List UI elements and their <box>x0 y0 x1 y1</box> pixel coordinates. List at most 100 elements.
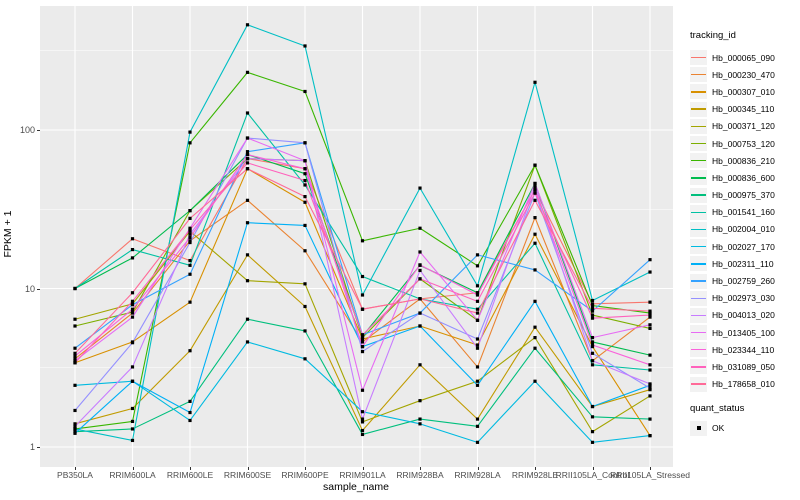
series-line-key-icon <box>690 153 707 169</box>
data-point <box>245 157 250 161</box>
data-point <box>245 167 250 171</box>
data-point <box>418 311 422 315</box>
legend-item-label: Hb_000836_600 <box>712 172 775 183</box>
data-point <box>418 263 422 267</box>
data-point <box>130 247 135 252</box>
data-point <box>245 161 250 165</box>
data-point <box>590 430 595 434</box>
data-point <box>418 277 422 281</box>
legend-item: Hb_000753_120 <box>690 135 800 152</box>
data-point <box>130 307 135 311</box>
y-tick-label: 1 <box>29 442 35 452</box>
x-tick-label: RRIM600SE <box>223 470 272 480</box>
data-point <box>533 299 537 303</box>
data-point <box>418 268 422 273</box>
data-point <box>245 136 250 140</box>
legend-item-label: Hb_031089_050 <box>712 361 775 372</box>
data-point <box>303 178 307 183</box>
series-line-key-icon <box>690 221 707 237</box>
data-point <box>245 111 250 115</box>
data-point <box>648 368 652 372</box>
data-point <box>130 438 135 443</box>
data-point <box>188 141 192 145</box>
legend-item: Hb_023344_110 <box>690 341 800 358</box>
data-point <box>475 307 480 311</box>
x-tick-label: RRIM600LE <box>166 470 214 480</box>
x-tick-label: RRIM928LE <box>511 470 559 480</box>
data-point <box>360 239 365 243</box>
series-line-key-icon <box>690 187 707 203</box>
data-point <box>130 310 135 314</box>
data-point <box>533 188 537 192</box>
data-point <box>130 299 135 303</box>
data-point <box>188 209 192 213</box>
data-point <box>475 417 480 421</box>
data-point <box>73 430 77 434</box>
data-point <box>475 346 480 350</box>
legend-item: Hb_013405_100 <box>690 324 800 341</box>
legend-item: Hb_000345_110 <box>690 101 800 118</box>
data-point <box>648 313 652 317</box>
series-line-key-icon <box>690 204 707 220</box>
x-tick-label: PB350LA <box>57 470 93 480</box>
data-point <box>188 418 192 423</box>
data-point <box>590 302 595 306</box>
data-point <box>533 181 537 186</box>
data-point <box>303 44 307 48</box>
data-point <box>648 309 652 313</box>
x-tick-mark <box>362 467 364 470</box>
data-point <box>130 341 135 345</box>
data-point <box>245 152 250 157</box>
data-point <box>590 304 595 308</box>
data-point <box>533 163 537 167</box>
data-point <box>360 340 365 344</box>
data-point <box>533 184 537 189</box>
data-point <box>188 272 192 276</box>
data-point <box>188 232 192 236</box>
data-point <box>303 172 307 176</box>
data-point <box>475 291 480 295</box>
data-point <box>648 315 652 319</box>
data-point <box>418 417 422 421</box>
x-tick-label: RRII105LA_Stressed <box>610 470 690 480</box>
data-point <box>303 223 307 228</box>
legend-item-label: Hb_000345_110 <box>712 104 775 115</box>
data-point <box>418 324 422 328</box>
x-tick-mark <box>535 467 536 470</box>
data-point <box>188 399 192 403</box>
data-point <box>590 309 595 313</box>
x-tick-label: RRIM600LA <box>109 470 156 480</box>
data-point <box>648 363 652 367</box>
series-line-key-icon <box>690 359 707 375</box>
data-point <box>303 89 307 94</box>
legend-item: Hb_002004_010 <box>690 221 800 238</box>
data-point <box>245 317 250 321</box>
data-point <box>418 399 422 403</box>
series-line-key-icon <box>690 170 707 186</box>
data-point <box>73 346 77 350</box>
data-point <box>533 268 537 272</box>
series-line-key-icon <box>690 342 707 358</box>
legend-item-label: Hb_001541_160 <box>712 207 775 218</box>
series-line-key-icon <box>690 376 707 392</box>
data-point <box>590 440 595 444</box>
data-point <box>188 300 192 304</box>
legend-item-label: Hb_000975_370 <box>712 190 775 201</box>
data-point <box>360 307 365 311</box>
x-tick-label: RRIM928BA <box>396 470 444 480</box>
data-point <box>590 336 595 340</box>
data-point <box>590 359 595 363</box>
legend-item-label: Hb_023344_110 <box>712 344 775 355</box>
data-point <box>590 316 595 320</box>
data-point <box>360 410 365 414</box>
data-point <box>475 424 480 428</box>
legend-item: Hb_002311_110 <box>690 255 800 272</box>
data-point <box>475 284 480 288</box>
legend-item-label: Hb_000836_210 <box>712 155 775 166</box>
data-point <box>245 70 250 74</box>
legend-item-label: Hb_004013_020 <box>712 310 775 321</box>
series-line-key-icon <box>690 290 707 306</box>
data-point <box>130 237 135 241</box>
data-point <box>73 354 77 358</box>
legend-items-tracking: Hb_000065_090 Hb_000230_470 Hb_000307_010 H… <box>690 49 800 393</box>
